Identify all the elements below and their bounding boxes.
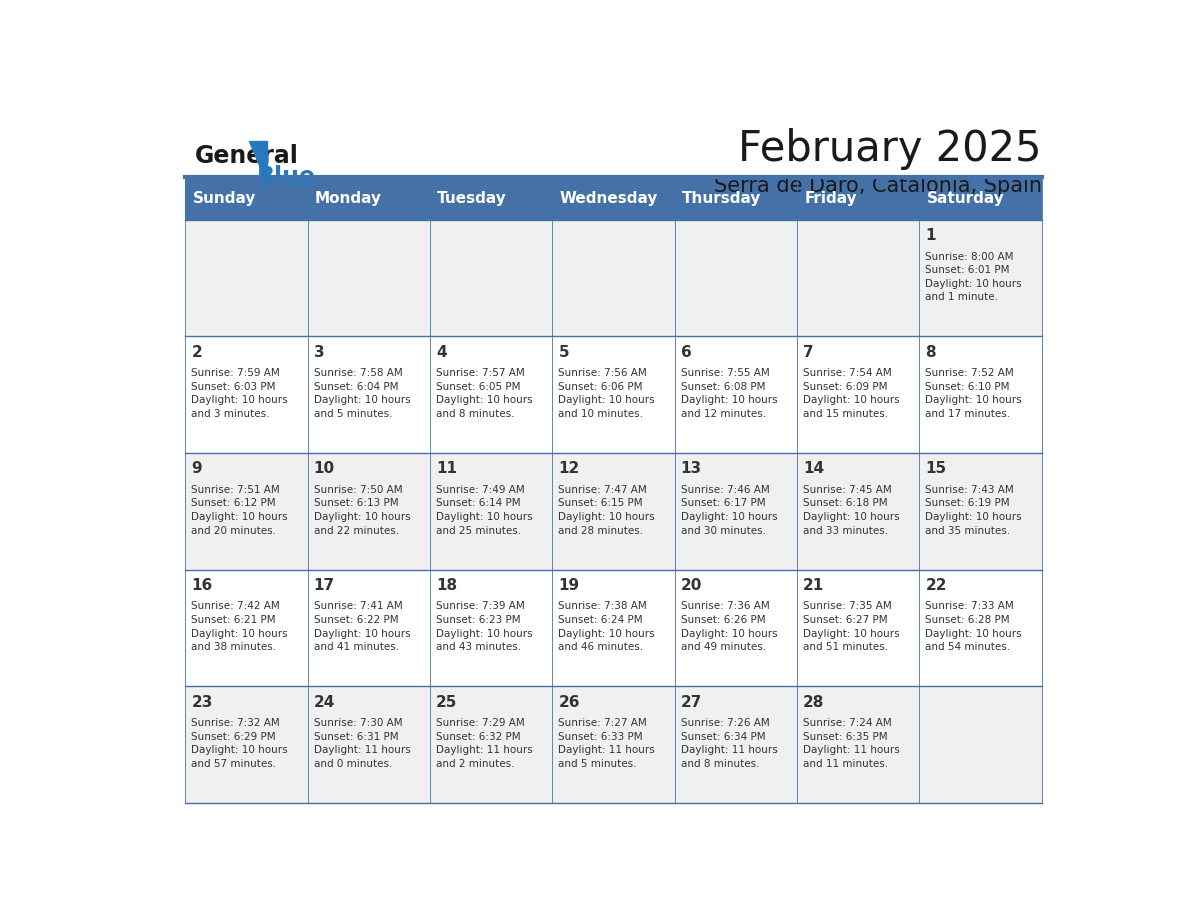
Bar (552, 177, 675, 219)
Text: Sunrise: 7:43 AM
Sunset: 6:19 PM
Daylight: 10 hours
and 35 minutes.: Sunrise: 7:43 AM Sunset: 6:19 PM Dayligh… (925, 485, 1022, 535)
Text: Sunrise: 7:59 AM
Sunset: 6:03 PM
Daylight: 10 hours
and 3 minutes.: Sunrise: 7:59 AM Sunset: 6:03 PM Dayligh… (191, 368, 287, 419)
Text: 25: 25 (436, 695, 457, 710)
Bar (185, 177, 308, 219)
Bar (185, 687, 1042, 803)
Text: Thursday: Thursday (682, 191, 762, 206)
Text: 23: 23 (191, 695, 213, 710)
Bar (185, 569, 1042, 687)
Text: Sunrise: 7:57 AM
Sunset: 6:05 PM
Daylight: 10 hours
and 8 minutes.: Sunrise: 7:57 AM Sunset: 6:05 PM Dayligh… (436, 368, 532, 419)
Text: Sunrise: 7:45 AM
Sunset: 6:18 PM
Daylight: 10 hours
and 33 minutes.: Sunrise: 7:45 AM Sunset: 6:18 PM Dayligh… (803, 485, 899, 535)
Text: Sunrise: 7:42 AM
Sunset: 6:21 PM
Daylight: 10 hours
and 38 minutes.: Sunrise: 7:42 AM Sunset: 6:21 PM Dayligh… (191, 601, 287, 652)
Text: 20: 20 (681, 578, 702, 593)
Text: 11: 11 (436, 462, 457, 476)
Text: 16: 16 (191, 578, 213, 593)
Text: Blue: Blue (257, 165, 316, 189)
Text: Wednesday: Wednesday (560, 191, 658, 206)
Text: Sunrise: 7:41 AM
Sunset: 6:22 PM
Daylight: 10 hours
and 41 minutes.: Sunrise: 7:41 AM Sunset: 6:22 PM Dayligh… (314, 601, 410, 652)
Text: 15: 15 (925, 462, 947, 476)
Text: 14: 14 (803, 462, 824, 476)
Bar (308, 177, 430, 219)
Text: 22: 22 (925, 578, 947, 593)
Text: Sunrise: 7:55 AM
Sunset: 6:08 PM
Daylight: 10 hours
and 12 minutes.: Sunrise: 7:55 AM Sunset: 6:08 PM Dayligh… (681, 368, 777, 419)
Text: 9: 9 (191, 462, 202, 476)
Text: Sunrise: 7:32 AM
Sunset: 6:29 PM
Daylight: 10 hours
and 57 minutes.: Sunrise: 7:32 AM Sunset: 6:29 PM Dayligh… (191, 718, 287, 769)
Text: 1: 1 (925, 229, 936, 243)
Text: Sunday: Sunday (192, 191, 257, 206)
Text: Sunrise: 7:30 AM
Sunset: 6:31 PM
Daylight: 11 hours
and 0 minutes.: Sunrise: 7:30 AM Sunset: 6:31 PM Dayligh… (314, 718, 411, 769)
Text: Sunrise: 7:36 AM
Sunset: 6:26 PM
Daylight: 10 hours
and 49 minutes.: Sunrise: 7:36 AM Sunset: 6:26 PM Dayligh… (681, 601, 777, 652)
Text: 27: 27 (681, 695, 702, 710)
Text: Sunrise: 7:49 AM
Sunset: 6:14 PM
Daylight: 10 hours
and 25 minutes.: Sunrise: 7:49 AM Sunset: 6:14 PM Dayligh… (436, 485, 532, 535)
Text: Monday: Monday (315, 191, 383, 206)
Text: 8: 8 (925, 345, 936, 360)
Text: Sunrise: 7:35 AM
Sunset: 6:27 PM
Daylight: 10 hours
and 51 minutes.: Sunrise: 7:35 AM Sunset: 6:27 PM Dayligh… (803, 601, 899, 652)
Text: 6: 6 (681, 345, 691, 360)
Text: Saturday: Saturday (927, 191, 1004, 206)
Text: Sunrise: 7:47 AM
Sunset: 6:15 PM
Daylight: 10 hours
and 28 minutes.: Sunrise: 7:47 AM Sunset: 6:15 PM Dayligh… (558, 485, 655, 535)
Text: 26: 26 (558, 695, 580, 710)
Text: Sunrise: 7:27 AM
Sunset: 6:33 PM
Daylight: 11 hours
and 5 minutes.: Sunrise: 7:27 AM Sunset: 6:33 PM Dayligh… (558, 718, 655, 769)
Text: 4: 4 (436, 345, 447, 360)
Text: Sunrise: 7:52 AM
Sunset: 6:10 PM
Daylight: 10 hours
and 17 minutes.: Sunrise: 7:52 AM Sunset: 6:10 PM Dayligh… (925, 368, 1022, 419)
Text: 17: 17 (314, 578, 335, 593)
Text: Serra de Daro, Catalonia, Spain: Serra de Daro, Catalonia, Spain (714, 175, 1042, 196)
Text: Sunrise: 7:38 AM
Sunset: 6:24 PM
Daylight: 10 hours
and 46 minutes.: Sunrise: 7:38 AM Sunset: 6:24 PM Dayligh… (558, 601, 655, 652)
Text: 28: 28 (803, 695, 824, 710)
Text: Sunrise: 7:33 AM
Sunset: 6:28 PM
Daylight: 10 hours
and 54 minutes.: Sunrise: 7:33 AM Sunset: 6:28 PM Dayligh… (925, 601, 1022, 652)
Text: Sunrise: 7:58 AM
Sunset: 6:04 PM
Daylight: 10 hours
and 5 minutes.: Sunrise: 7:58 AM Sunset: 6:04 PM Dayligh… (314, 368, 410, 419)
Bar (185, 453, 1042, 569)
Text: 24: 24 (314, 695, 335, 710)
Text: Sunrise: 7:56 AM
Sunset: 6:06 PM
Daylight: 10 hours
and 10 minutes.: Sunrise: 7:56 AM Sunset: 6:06 PM Dayligh… (558, 368, 655, 419)
Text: 21: 21 (803, 578, 824, 593)
Text: Sunrise: 7:50 AM
Sunset: 6:13 PM
Daylight: 10 hours
and 22 minutes.: Sunrise: 7:50 AM Sunset: 6:13 PM Dayligh… (314, 485, 410, 535)
Text: 13: 13 (681, 462, 702, 476)
Text: 19: 19 (558, 578, 580, 593)
Text: 7: 7 (803, 345, 814, 360)
Text: 10: 10 (314, 462, 335, 476)
Text: 5: 5 (558, 345, 569, 360)
Bar (430, 177, 552, 219)
Bar (185, 336, 1042, 453)
Text: Sunrise: 7:51 AM
Sunset: 6:12 PM
Daylight: 10 hours
and 20 minutes.: Sunrise: 7:51 AM Sunset: 6:12 PM Dayligh… (191, 485, 287, 535)
Text: Tuesday: Tuesday (437, 191, 507, 206)
Polygon shape (248, 140, 267, 185)
Text: General: General (195, 144, 298, 168)
Text: 2: 2 (191, 345, 202, 360)
Text: Sunrise: 7:29 AM
Sunset: 6:32 PM
Daylight: 11 hours
and 2 minutes.: Sunrise: 7:29 AM Sunset: 6:32 PM Dayligh… (436, 718, 533, 769)
Text: 12: 12 (558, 462, 580, 476)
Text: 18: 18 (436, 578, 457, 593)
Bar (920, 177, 1042, 219)
Text: Sunrise: 7:26 AM
Sunset: 6:34 PM
Daylight: 11 hours
and 8 minutes.: Sunrise: 7:26 AM Sunset: 6:34 PM Dayligh… (681, 718, 777, 769)
Bar (797, 177, 920, 219)
Text: Sunrise: 7:54 AM
Sunset: 6:09 PM
Daylight: 10 hours
and 15 minutes.: Sunrise: 7:54 AM Sunset: 6:09 PM Dayligh… (803, 368, 899, 419)
Text: Sunrise: 7:39 AM
Sunset: 6:23 PM
Daylight: 10 hours
and 43 minutes.: Sunrise: 7:39 AM Sunset: 6:23 PM Dayligh… (436, 601, 532, 652)
Text: 3: 3 (314, 345, 324, 360)
Text: Sunrise: 8:00 AM
Sunset: 6:01 PM
Daylight: 10 hours
and 1 minute.: Sunrise: 8:00 AM Sunset: 6:01 PM Dayligh… (925, 252, 1022, 302)
Text: Sunrise: 7:46 AM
Sunset: 6:17 PM
Daylight: 10 hours
and 30 minutes.: Sunrise: 7:46 AM Sunset: 6:17 PM Dayligh… (681, 485, 777, 535)
Text: Friday: Friday (804, 191, 857, 206)
Bar (185, 219, 1042, 336)
Text: February 2025: February 2025 (738, 128, 1042, 170)
Bar (675, 177, 797, 219)
Text: Sunrise: 7:24 AM
Sunset: 6:35 PM
Daylight: 11 hours
and 11 minutes.: Sunrise: 7:24 AM Sunset: 6:35 PM Dayligh… (803, 718, 899, 769)
